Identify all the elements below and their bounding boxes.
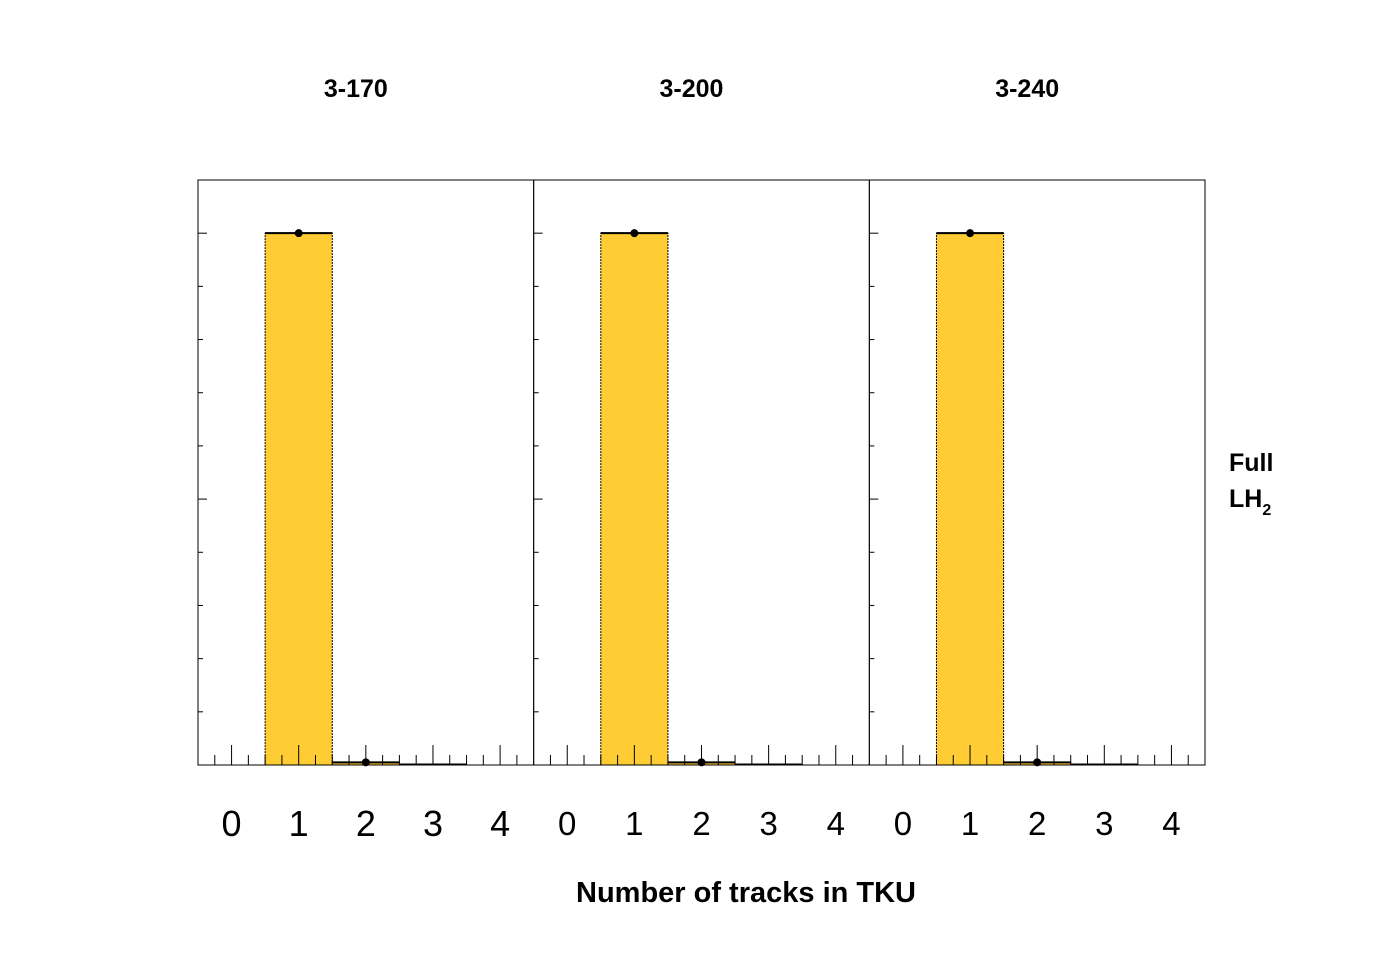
x-tick-label: 0 <box>894 805 912 842</box>
bar-1 <box>600 232 669 766</box>
x-tick-label: 1 <box>289 803 309 844</box>
x-tick-label: 3 <box>1095 805 1113 842</box>
side-label: Full LH2 <box>1229 449 1273 519</box>
x-tick-label: 2 <box>356 803 376 844</box>
panel-frame <box>197 179 535 766</box>
panel-frame <box>533 179 870 766</box>
side-label-subscript: 2 <box>1262 502 1271 519</box>
x-tick-label: 3 <box>423 803 443 844</box>
side-label-line2: LH2 <box>1229 485 1271 519</box>
x-axis-title: Number of tracks in TKU <box>576 877 916 909</box>
data-point <box>630 229 639 238</box>
panel-1: 3-170 0 1 2 3 4 <box>197 75 535 844</box>
x-tick-label: 4 <box>490 803 510 844</box>
side-label-main: LH <box>1229 485 1262 513</box>
x-tick-label: 4 <box>1162 805 1180 842</box>
x-tick-label: 2 <box>692 805 710 842</box>
panel-frame <box>868 179 1206 766</box>
x-tick-label: 0 <box>558 805 576 842</box>
bar-1 <box>935 232 1005 766</box>
x-tick-label: 1 <box>961 805 979 842</box>
side-label-line1: Full <box>1229 449 1273 477</box>
x-tick-label: 3 <box>759 805 777 842</box>
x-tick-label: 1 <box>625 805 643 842</box>
panel-3: 3-240 0 1 2 3 4 <box>868 75 1206 842</box>
panel-title: 3-170 <box>324 75 388 103</box>
data-point <box>966 229 975 238</box>
panel-2: 3-200 0 1 2 3 4 <box>533 75 870 842</box>
bar-1 <box>264 232 333 766</box>
data-point <box>294 229 303 238</box>
x-tick-label: 0 <box>222 803 242 844</box>
x-tick-label: 2 <box>1028 805 1046 842</box>
panels-group: 3-170 0 1 2 3 4 3-200 0 1 2 3 4 3-240 0 1 2 3 4 <box>197 75 1206 844</box>
x-tick-label: 4 <box>827 805 845 842</box>
panel-title: 3-240 <box>995 75 1059 103</box>
panel-title: 3-200 <box>660 75 724 103</box>
